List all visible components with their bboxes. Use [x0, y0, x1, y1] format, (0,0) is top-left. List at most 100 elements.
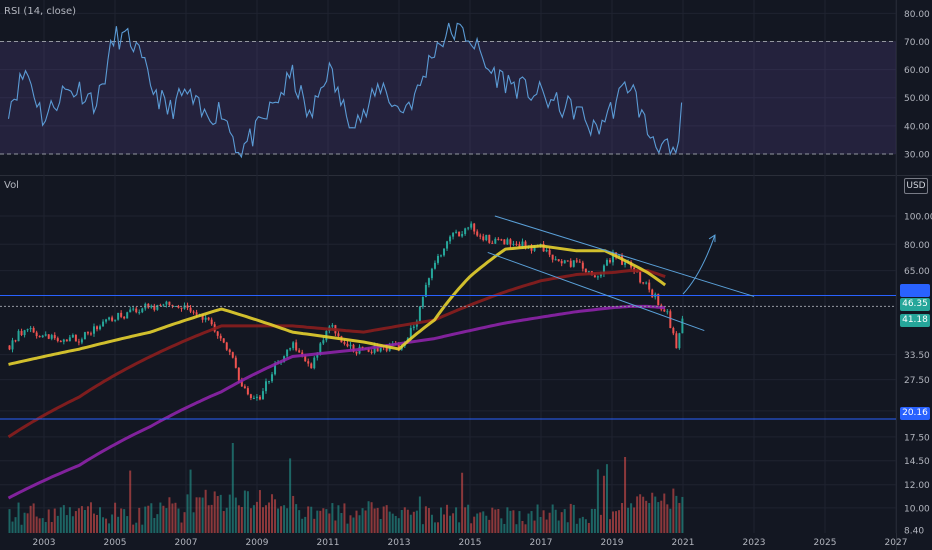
- volume-bar: [397, 518, 400, 533]
- volume-bar: [458, 522, 461, 533]
- volume-bar: [657, 502, 660, 533]
- candle-body: [675, 333, 678, 349]
- volume-bar: [83, 509, 86, 533]
- candle-body: [38, 336, 41, 338]
- candle-body: [168, 301, 171, 306]
- volume-bar: [436, 522, 439, 533]
- candle-body: [126, 312, 129, 319]
- candle-body: [461, 233, 464, 237]
- volume-bar: [361, 508, 364, 533]
- time-axis-label: 2015: [459, 538, 482, 548]
- candle-body: [147, 303, 150, 308]
- candle-body: [216, 331, 219, 336]
- volume-bar: [198, 497, 201, 533]
- candle-body: [433, 262, 436, 269]
- volume-bar: [41, 518, 44, 533]
- candle-body: [47, 334, 50, 339]
- volume-bar: [277, 508, 280, 533]
- candle-body: [243, 386, 246, 389]
- time-axis-label: 2005: [104, 538, 127, 548]
- volume-bar: [424, 506, 427, 533]
- sma-mid-line: [7, 269, 666, 439]
- candle-body: [195, 312, 198, 315]
- volume-bar: [138, 507, 141, 533]
- candle-body: [596, 276, 599, 278]
- volume-bar: [452, 513, 455, 533]
- candle-body: [159, 305, 162, 307]
- volume-bar: [261, 507, 264, 533]
- volume-bar: [636, 496, 639, 533]
- candle-body: [165, 301, 168, 305]
- volume-bar: [530, 511, 533, 533]
- candle-body: [114, 319, 117, 321]
- volume-bar: [512, 510, 515, 533]
- candle-body: [210, 319, 213, 325]
- candle-body: [455, 231, 458, 233]
- volume-bar: [334, 520, 337, 533]
- volume-bar: [201, 497, 204, 533]
- candle-body: [584, 268, 587, 273]
- volume-bar: [642, 496, 645, 533]
- volume-bar: [449, 515, 452, 533]
- volume-bar: [159, 502, 162, 533]
- candle-body: [678, 333, 681, 349]
- candle-body: [355, 351, 358, 354]
- candle-body: [639, 271, 642, 283]
- volume-bar: [608, 519, 611, 533]
- candle-body: [430, 268, 433, 279]
- volume-bar: [400, 509, 403, 533]
- candle-body: [436, 255, 439, 263]
- volume-bar: [331, 503, 334, 533]
- price-axis-label: 100.00: [904, 212, 932, 222]
- volume-bar: [382, 506, 385, 533]
- candle-body: [587, 271, 590, 273]
- volume-bar: [129, 470, 132, 533]
- currency-selector[interactable]: USD: [904, 178, 928, 194]
- volume-bar: [86, 506, 89, 533]
- volume-bar: [280, 506, 283, 533]
- candle-body: [361, 346, 364, 349]
- price-tag: 41.18: [900, 313, 930, 327]
- candle-body: [521, 241, 524, 248]
- volume-bar: [108, 523, 111, 533]
- volume-bar: [548, 512, 551, 533]
- volume-bar: [135, 522, 138, 533]
- volume-bar: [394, 515, 397, 533]
- volume-pane-label: Vol: [4, 180, 19, 191]
- volume-bar: [307, 506, 310, 533]
- price-axis-label: 33.50: [904, 351, 930, 361]
- sma-slow-line: [7, 304, 666, 500]
- candle-body: [14, 340, 17, 342]
- volume-bar: [578, 518, 581, 533]
- candle-body: [554, 259, 557, 261]
- volume-bar: [651, 492, 654, 533]
- candle-body: [569, 260, 572, 267]
- price-axis-label: 8.40: [904, 526, 924, 536]
- candle-body: [482, 236, 485, 241]
- volume-bar: [409, 514, 412, 533]
- candle-body: [458, 231, 461, 237]
- candle-body: [343, 342, 346, 344]
- volume-bar: [412, 511, 415, 533]
- candle-body: [418, 306, 421, 322]
- volume-bar: [17, 502, 20, 533]
- volume-bar: [255, 501, 258, 533]
- volume-bar: [234, 497, 237, 533]
- candle-body: [349, 344, 352, 347]
- candle-body: [174, 305, 177, 307]
- candle-body: [23, 330, 26, 336]
- candle-body: [153, 305, 156, 310]
- volume-bar: [355, 510, 358, 533]
- volume-bar: [325, 509, 328, 533]
- candle-body: [572, 260, 575, 267]
- volume-bar: [71, 516, 74, 533]
- volume-bar: [50, 522, 53, 533]
- volume-bar: [473, 516, 476, 533]
- volume-bar: [476, 513, 479, 533]
- volume-bar: [376, 507, 379, 533]
- candle-body: [92, 326, 95, 334]
- candle-body: [476, 231, 479, 236]
- volume-bar: [624, 456, 627, 533]
- volume-bar: [572, 504, 575, 533]
